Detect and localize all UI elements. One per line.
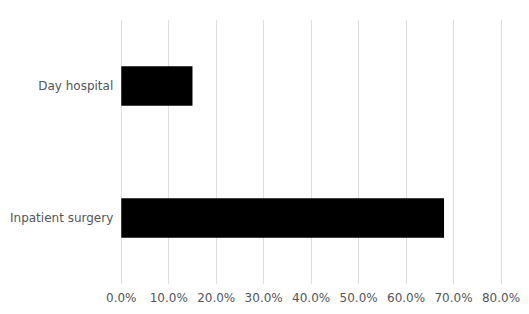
svg-text:Day hospital: Day hospital — [38, 79, 113, 93]
svg-text:Inpatient surgery: Inpatient surgery — [10, 211, 113, 225]
svg-text:30.0%: 30.0% — [245, 291, 283, 305]
svg-text:50.0%: 50.0% — [340, 291, 378, 305]
svg-text:10.0%: 10.0% — [150, 291, 188, 305]
svg-text:70.0%: 70.0% — [434, 291, 472, 305]
svg-text:20.0%: 20.0% — [197, 291, 235, 305]
svg-text:0.0%: 0.0% — [106, 291, 137, 305]
svg-text:40.0%: 40.0% — [292, 291, 330, 305]
svg-text:80.0%: 80.0% — [482, 291, 520, 305]
svg-text:60.0%: 60.0% — [387, 291, 425, 305]
